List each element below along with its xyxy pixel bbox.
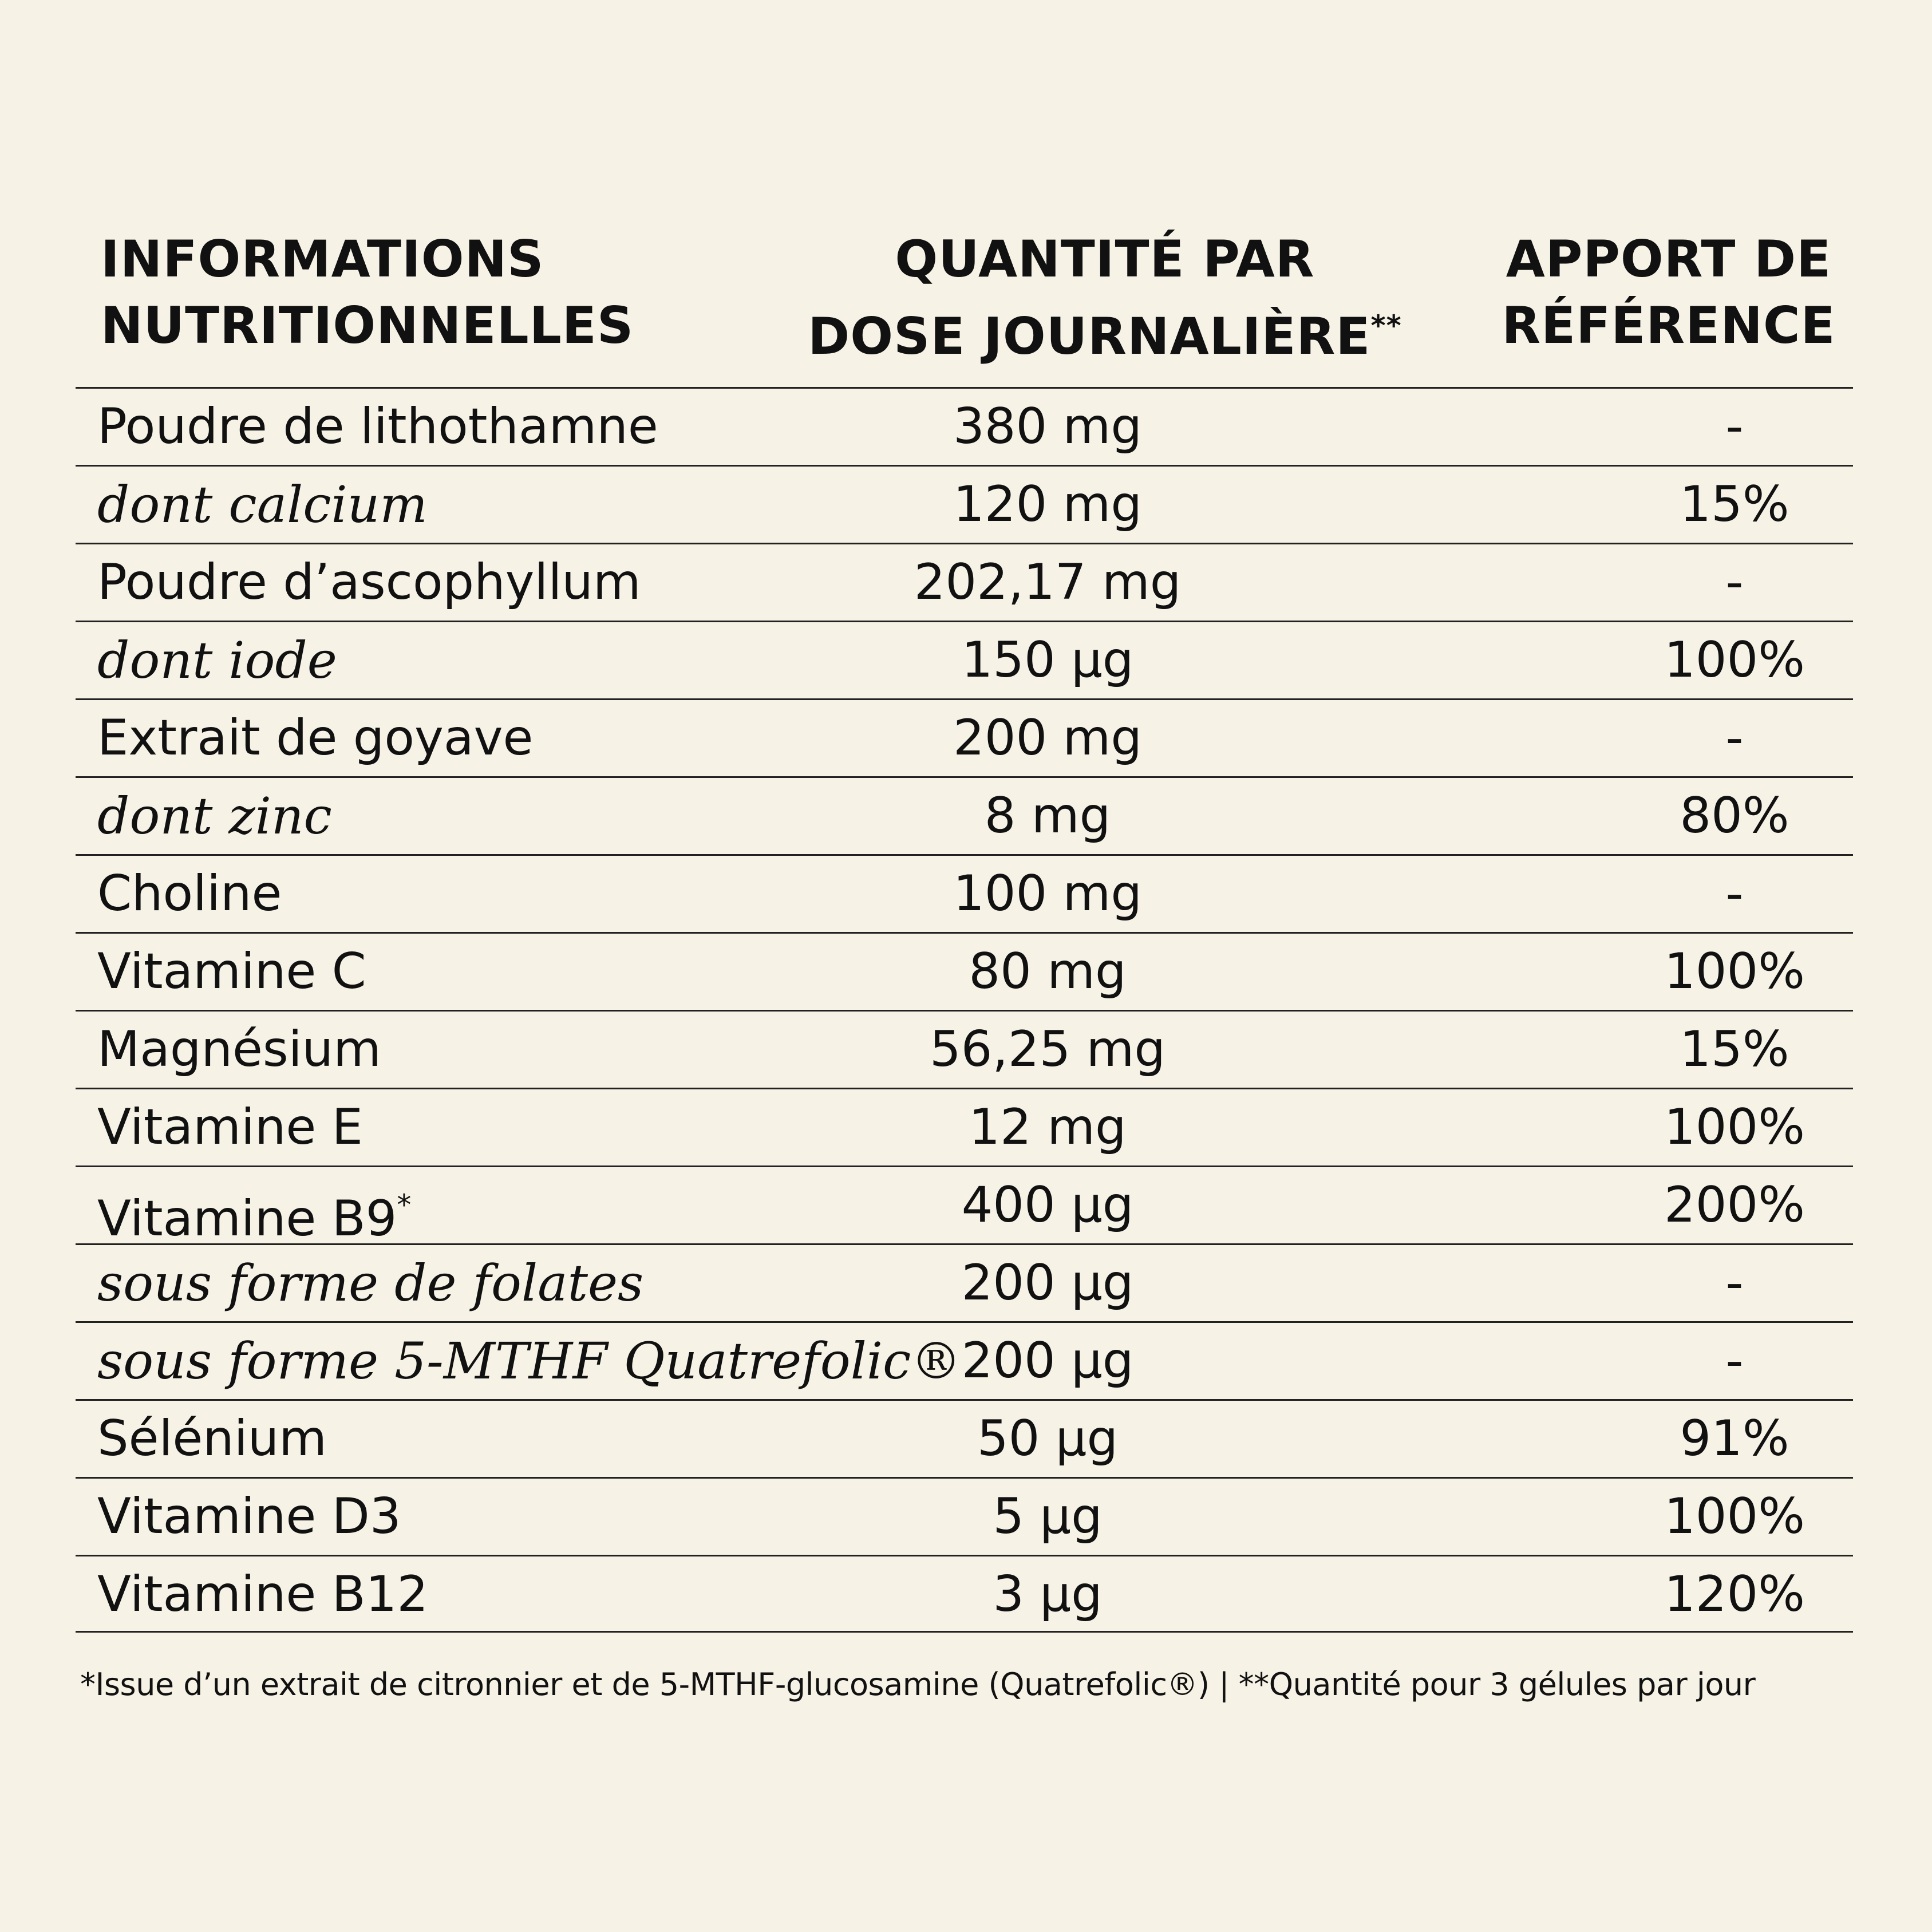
daily-quantity: 202,17 mg xyxy=(914,554,1182,611)
reference-intake: - xyxy=(1725,1254,1744,1311)
table-row: Poudre d’ascophyllum 202,17 mg - xyxy=(76,543,1853,621)
table-row: dont calcium 120 mg 15% xyxy=(76,465,1853,543)
reference-intake: - xyxy=(1725,709,1744,767)
nutrient-name: Vitamine E xyxy=(97,1089,363,1165)
nutrient-name: dont calcium xyxy=(97,467,428,543)
daily-quantity: 400 µg xyxy=(961,1176,1134,1234)
nutrient-name-text: Choline xyxy=(97,865,282,922)
table-row: dont zinc 8 mg 80% xyxy=(76,776,1853,854)
daily-quantity: 80 mg xyxy=(969,943,1127,1000)
nutrient-name-text: Vitamine B12 xyxy=(97,1566,429,1623)
nutrient-name: dont iode xyxy=(97,622,337,698)
header-line: INFORMATIONS xyxy=(101,230,544,289)
nutrient-name-text: Extrait de goyave xyxy=(97,709,534,767)
reference-intake: 200% xyxy=(1664,1176,1805,1234)
table-row: Extrait de goyave 200 mg - xyxy=(76,698,1853,776)
header-footnote-mark: ** xyxy=(1370,309,1402,342)
nutrient-name-text: Vitamine D3 xyxy=(97,1488,401,1545)
daily-quantity: 200 µg xyxy=(961,1254,1134,1311)
reference-intake: - xyxy=(1725,554,1744,611)
daily-quantity: 100 mg xyxy=(953,865,1142,922)
table-row: Magnésium 56,25 mg 15% xyxy=(76,1010,1853,1088)
header-line: APPORT DE xyxy=(1506,230,1832,289)
table-row: Vitamine D3 5 µg 100% xyxy=(76,1477,1853,1555)
nutrient-name-text: sous forme de folates xyxy=(97,1254,644,1313)
footnote-mark: * xyxy=(397,1188,412,1222)
table-row: sous forme de folates 200 µg - xyxy=(76,1243,1853,1321)
table-row: dont iode 150 µg 100% xyxy=(76,621,1853,698)
table-row: sous forme 5-MTHF Quatrefolic® 200 µg - xyxy=(76,1321,1853,1399)
nutrient-name: sous forme de folates xyxy=(97,1245,643,1321)
header-reference-intake: APPORT DE RÉFÉRENCE xyxy=(1454,226,1883,359)
nutrient-name-text: Vitamine C xyxy=(97,943,366,1000)
reference-intake: 15% xyxy=(1680,1021,1789,1078)
nutrient-name: Magnésium xyxy=(97,1012,381,1088)
table-row: Sélénium 50 µg 91% xyxy=(76,1399,1853,1477)
nutrient-name: Vitamine D3 xyxy=(97,1479,401,1555)
nutrient-name: Extrait de goyave xyxy=(97,700,533,776)
daily-quantity: 5 µg xyxy=(993,1488,1103,1545)
nutrient-name-text: Magnésium xyxy=(97,1021,381,1078)
reference-intake: 80% xyxy=(1680,787,1789,844)
reference-intake: 100% xyxy=(1664,631,1805,689)
reference-intake: 120% xyxy=(1664,1566,1805,1623)
table-row: Vitamine B9* 400 µg 200% xyxy=(76,1165,1853,1247)
daily-quantity: 8 mg xyxy=(984,787,1111,844)
header-line: RÉFÉRENCE xyxy=(1502,296,1836,355)
table-row: Choline 100 mg - xyxy=(76,854,1853,932)
daily-quantity: 50 µg xyxy=(977,1410,1119,1467)
daily-quantity: 380 mg xyxy=(953,398,1142,455)
nutrient-name: Sélénium xyxy=(97,1401,327,1477)
nutrient-name: Vitamine C xyxy=(97,934,366,1010)
daily-quantity: 200 µg xyxy=(961,1332,1134,1389)
nutrient-name-text: Poudre d’ascophyllum xyxy=(97,554,641,611)
nutrient-name-text: dont zinc xyxy=(97,787,332,846)
header-line-text: DOSE JOURNALIÈRE xyxy=(808,307,1371,366)
table-row: Vitamine C 80 mg 100% xyxy=(76,932,1853,1010)
reference-intake: - xyxy=(1725,398,1744,455)
nutrient-name: Vitamine B9* xyxy=(97,1167,412,1247)
nutrient-name-text: Poudre de lithothamne xyxy=(97,398,658,455)
nutrient-name: dont zinc xyxy=(97,778,332,854)
table-row: Vitamine E 12 mg 100% xyxy=(76,1088,1853,1165)
daily-quantity: 120 mg xyxy=(953,476,1142,533)
nutrient-name: sous forme 5-MTHF Quatrefolic® xyxy=(97,1323,961,1399)
reference-intake: 100% xyxy=(1664,1099,1805,1156)
reference-intake: - xyxy=(1725,865,1744,922)
reference-intake: 15% xyxy=(1680,476,1789,533)
nutrition-table: Poudre de lithothamne 380 mg - dont calcium… xyxy=(76,387,1853,1633)
reference-intake: 91% xyxy=(1680,1410,1789,1467)
reference-intake: - xyxy=(1725,1332,1744,1389)
nutrient-name-text: Sélénium xyxy=(97,1410,327,1467)
daily-quantity: 200 mg xyxy=(953,709,1142,767)
nutrient-name: Vitamine B12 xyxy=(97,1556,428,1633)
reference-intake: 100% xyxy=(1664,1488,1805,1545)
nutrient-name: Poudre d’ascophyllum xyxy=(97,544,641,621)
header-line: NUTRITIONNELLES xyxy=(101,296,634,355)
nutrient-name-text: sous forme 5-MTHF Quatrefolic® xyxy=(97,1332,962,1390)
table-row: Poudre de lithothamne 380 mg - xyxy=(76,387,1853,465)
table-row: Vitamine B12 3 µg 120% xyxy=(76,1555,1853,1633)
header-daily-quantity: QUANTITÉ PAR DOSE JOURNALIÈRE** xyxy=(761,226,1448,370)
header-nutrition-info: INFORMATIONS NUTRITIONNELLES xyxy=(101,226,634,359)
nutrient-name-text: Vitamine E xyxy=(97,1099,364,1156)
nutrient-name-text: dont calcium xyxy=(97,475,428,534)
nutrient-name: Choline xyxy=(97,856,282,932)
footnote: *Issue d’un extrait de citronnier et de … xyxy=(80,1666,1756,1702)
reference-intake: 100% xyxy=(1664,943,1805,1000)
header-line: QUANTITÉ PAR xyxy=(895,230,1315,289)
daily-quantity: 3 µg xyxy=(993,1566,1103,1623)
daily-quantity: 56,25 mg xyxy=(930,1021,1165,1078)
nutrient-name-text: Vitamine B9 xyxy=(97,1190,397,1247)
daily-quantity: 150 µg xyxy=(961,631,1134,689)
header-line: DOSE JOURNALIÈRE** xyxy=(761,293,1448,370)
nutrient-name: Poudre de lithothamne xyxy=(97,389,658,465)
nutrient-name-text: dont iode xyxy=(97,631,337,690)
daily-quantity: 12 mg xyxy=(969,1099,1127,1156)
